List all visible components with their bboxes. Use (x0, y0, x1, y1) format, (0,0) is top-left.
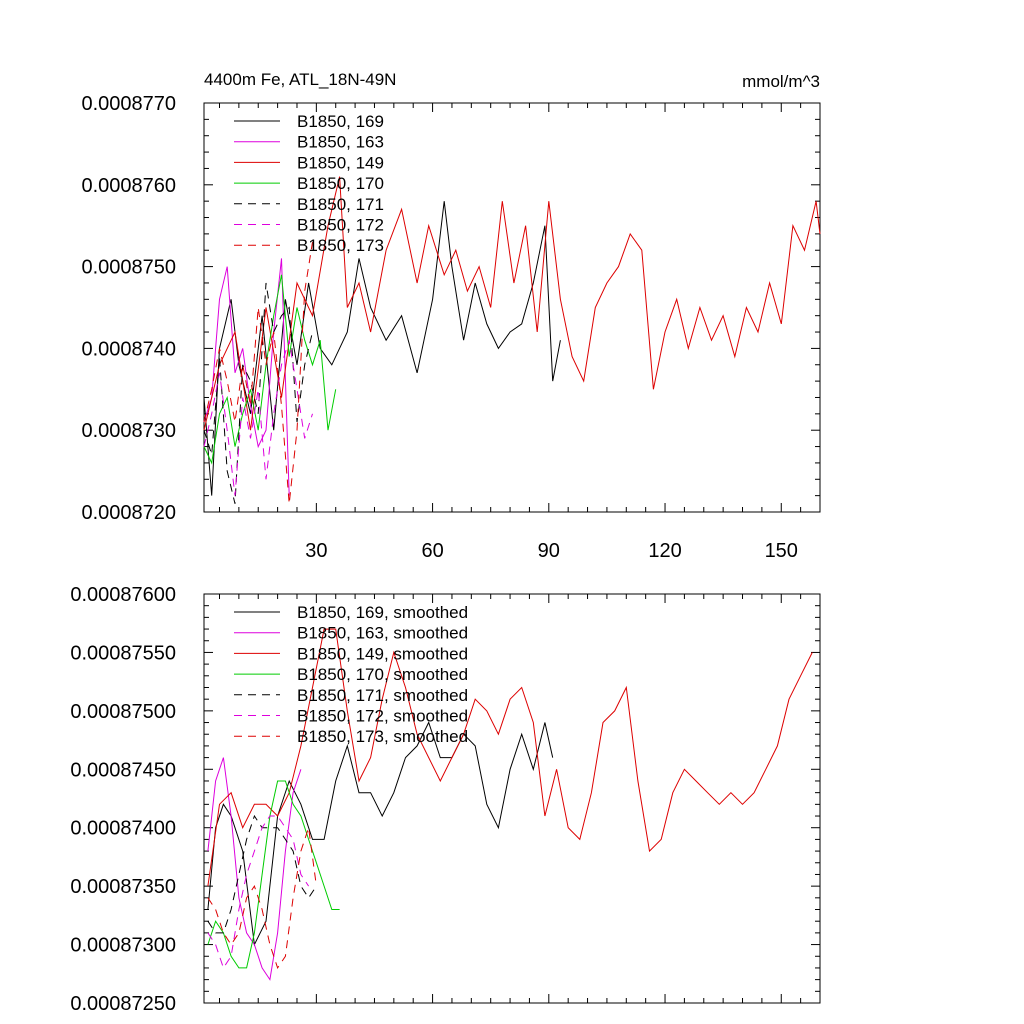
series-line-6 (203, 242, 313, 504)
y-tick-label: 0.0008730 (81, 420, 176, 442)
y-tick-label: 0.00087350 (70, 876, 176, 898)
y-tick-label: 0.0008720 (81, 502, 176, 524)
legend-label: B1850, 149, smoothed (297, 644, 468, 663)
legend-label: B1850, 149 (297, 153, 384, 172)
legend-label: B1850, 171, smoothed (297, 686, 468, 705)
plot-frame-0 (203, 102, 821, 513)
y-tick-label: 0.00087550 (70, 642, 176, 664)
legend-label: B1850, 173, smoothed (297, 727, 468, 746)
y-tick-label: 0.00087500 (70, 701, 176, 723)
series-line-6 (207, 827, 317, 970)
series-line-5 (207, 815, 310, 970)
legend-label: B1850, 173 (297, 236, 384, 255)
y-tick-label: 0.00087300 (70, 935, 176, 957)
plot-frame-1 (203, 593, 821, 1004)
legend-label: B1850, 170 (297, 174, 384, 193)
x-tick-label: 60 (421, 540, 443, 562)
legend-label: B1850, 170, smoothed (297, 665, 468, 684)
series-line-2 (207, 628, 813, 887)
y-tick-label: 0.0008740 (81, 338, 176, 360)
chart-title: 4400m Fe, ATL_18N-49N (204, 70, 396, 89)
legend-label: B1850, 169, smoothed (297, 603, 468, 622)
units-label: mmol/m^3 (742, 72, 820, 91)
series-line-3 (203, 274, 337, 465)
x-tick-label: 30 (305, 540, 327, 562)
bottom-panel: 0.00087250 0.00087300 0.00087350 0.00087400… (70, 584, 821, 1015)
legend-label: B1850, 163 (297, 133, 384, 152)
y-tick-label: 0.00087600 (70, 584, 176, 606)
x-tick-label: 90 (538, 540, 560, 562)
series-line-1 (207, 757, 302, 981)
x-tick-label: 120 (648, 540, 681, 562)
legend-label: B1850, 169 (297, 112, 384, 131)
series-line-1 (203, 258, 290, 496)
legend-label: B1850, 172 (297, 216, 384, 235)
legend-label: B1850, 163, smoothed (297, 624, 468, 643)
y-tick-label: 0.0008770 (81, 93, 176, 115)
legend-label: B1850, 172, smoothed (297, 707, 468, 726)
y-tick-label: 0.00087400 (70, 818, 176, 840)
series-line-4 (203, 282, 313, 504)
series-line-2 (203, 176, 821, 431)
top-panel: 0.0008720 0.0008730 0.0008740 0.0008750 0.00… (81, 93, 821, 562)
x-tick-label: 150 (765, 540, 798, 562)
y-tick-label: 0.00087250 (70, 993, 176, 1015)
legend-label: B1850, 171 (297, 195, 384, 214)
y-tick-label: 0.0008750 (81, 257, 176, 279)
series-line-3 (207, 780, 340, 969)
series-line-0 (207, 721, 554, 947)
y-tick-label: 0.0008760 (81, 175, 176, 197)
y-tick-label: 0.00087450 (70, 759, 176, 781)
